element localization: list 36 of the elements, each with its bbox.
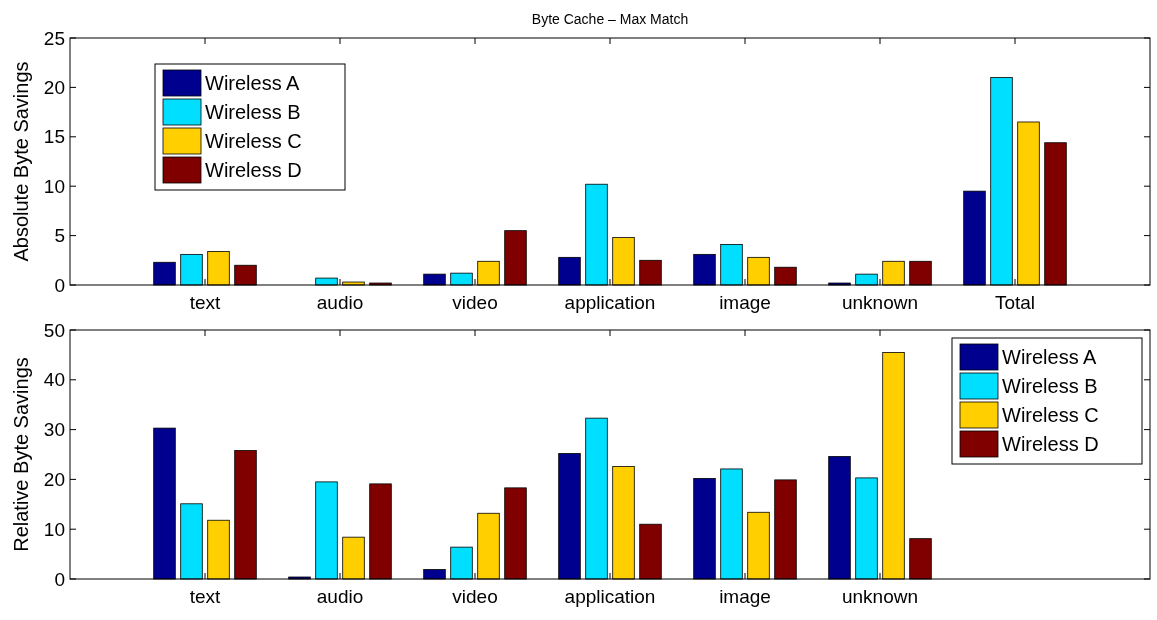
legend-label: Wireless B	[1002, 375, 1098, 397]
x-tick-label: text	[189, 292, 222, 313]
x-tick-label: unknown	[841, 292, 919, 313]
legend-label: Wireless A	[205, 72, 301, 94]
y-tick-label: 30	[43, 419, 65, 441]
legend-label: Wireless B	[205, 101, 301, 123]
x-tick-label: application	[564, 292, 656, 313]
y-tick-label: 40	[43, 369, 65, 391]
y-tick-label: 20	[43, 77, 65, 99]
x-tick-label: audio	[316, 586, 364, 607]
y-axis-title: Absolute Byte Savings	[10, 61, 32, 262]
y-tick-label: 10	[43, 518, 65, 540]
x-tick-label: application	[564, 586, 656, 607]
x-tick-label: audio	[316, 292, 364, 313]
y-tick-label: 0	[54, 568, 65, 590]
y-tick-label: 0	[54, 274, 65, 296]
legend-label: Wireless A	[1002, 346, 1098, 368]
legend-label: Wireless C	[205, 130, 302, 152]
legend-label: Wireless D	[205, 159, 302, 181]
y-tick-label: 15	[43, 126, 65, 148]
x-tick-label: unknown	[841, 586, 919, 607]
y-tick-label: 20	[43, 469, 65, 491]
legend-label: Wireless D	[1002, 433, 1099, 455]
x-tick-label: text	[189, 586, 222, 607]
chart-title: Byte Cache – Max Match	[531, 11, 689, 27]
x-tick-label: video	[452, 292, 498, 313]
y-tick-label: 5	[54, 225, 65, 247]
legend-label: Wireless C	[1002, 404, 1099, 426]
y-axis-title: Relative Byte Savings	[10, 357, 32, 552]
x-tick-label: image	[719, 292, 771, 313]
y-tick-label: 50	[43, 319, 65, 341]
y-tick-label: 10	[43, 175, 65, 197]
x-tick-label: Total	[994, 292, 1036, 313]
y-tick-label: 25	[43, 27, 65, 49]
x-tick-label: image	[719, 586, 771, 607]
x-tick-label: video	[452, 586, 498, 607]
